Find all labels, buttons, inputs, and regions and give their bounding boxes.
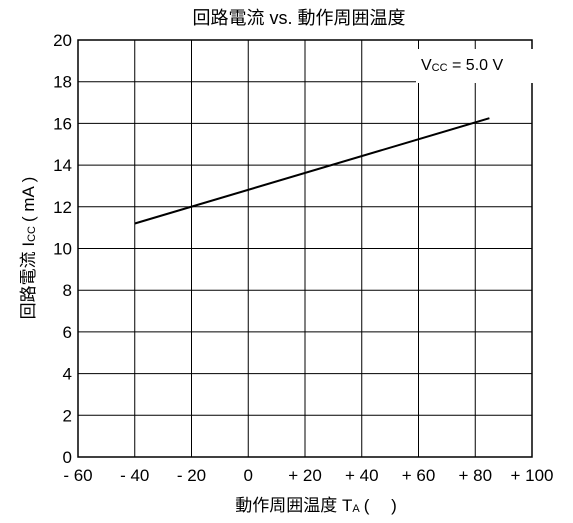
y-tick-label: 8 [63,281,72,300]
vcc-annotation-text: VCC = 5.0 V [421,57,503,74]
x-tick-labels: - 60 - 40 - 20 0 + 20 + 40 + 60 + 80 + 100 [63,466,553,485]
x-axis-label-unit: ( ) [364,496,397,515]
x-tick-label: + 80 [458,466,492,485]
y-tick-label: 4 [63,365,72,384]
vcc-annotation-sub: CC [432,62,448,74]
y-axis-label-text: 回路電流 I [19,242,38,319]
vcc-annotation: VCC = 5.0 V [416,49,560,83]
x-tick-label: - 60 [63,466,92,485]
y-tick-label: 20 [53,31,72,50]
x-tick-label: - 20 [177,466,206,485]
x-axis-label: 動作周囲温度 TA ( ) [235,496,397,515]
x-tick-label: + 60 [402,466,436,485]
y-tick-labels: 0 2 4 6 8 10 12 14 16 18 20 [53,31,72,467]
x-tick-label: + 100 [510,466,553,485]
y-axis-label-sub: CC [26,226,38,242]
series-line [134,117,490,225]
y-tick-label: 12 [53,198,72,217]
vcc-annotation-main: V [421,57,432,74]
x-tick-label: - 40 [120,466,149,485]
y-tick-label: 10 [53,240,72,259]
x-tick-label: 0 [244,466,253,485]
series-layer [134,117,490,225]
x-axis-label-sub: A [352,503,360,515]
x-tick-label: + 40 [345,466,379,485]
y-tick-label: 2 [63,406,72,425]
chart-title: 回路電流 vs. 動作周囲温度 [192,8,405,28]
y-tick-label: 18 [53,73,72,92]
plot-frame [77,39,533,458]
x-axis-label-text: 動作周囲温度 T [235,496,352,515]
y-tick-label: 16 [53,114,72,133]
y-tick-label: 6 [63,323,72,342]
y-axis-label: 回路電流 ICC ( mA ) [19,177,38,320]
x-tick-label: + 20 [288,466,322,485]
y-axis-label-unit: ( mA ) [19,177,38,222]
y-tick-label: 0 [63,448,72,467]
y-tick-label: 14 [53,156,72,175]
grid [77,39,533,458]
vcc-annotation-rest: = 5.0 V [448,57,504,74]
